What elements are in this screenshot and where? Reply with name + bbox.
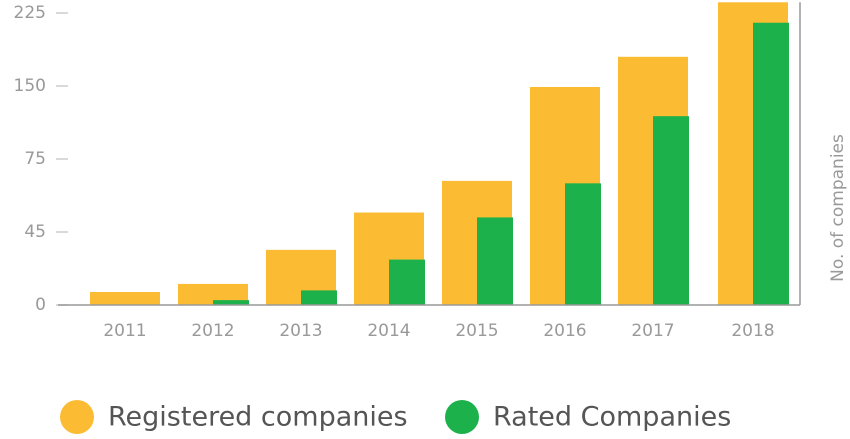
bar: [301, 290, 337, 305]
x-tick-label: 2012: [191, 321, 234, 341]
y-axis-label: No. of companies: [828, 134, 848, 282]
y-tick-label: 150: [14, 76, 46, 96]
bar: [653, 116, 689, 305]
bar: [90, 292, 160, 305]
x-tick-label: 2015: [455, 321, 498, 341]
y-tick-label: 45: [24, 222, 46, 242]
y-tick-label: 75: [24, 149, 46, 169]
legend-label: Registered companies: [108, 402, 408, 433]
y-tick-label: 225: [14, 3, 46, 23]
bar: [178, 283, 248, 305]
y-tick-label: 0: [35, 295, 46, 315]
x-tick-label: 2018: [731, 321, 774, 341]
bar: [389, 259, 425, 305]
bar: [213, 300, 249, 305]
bar: [477, 217, 513, 305]
legend-swatch: [445, 400, 479, 434]
legend-swatch: [60, 400, 94, 434]
legend-label: Rated Companies: [493, 402, 731, 433]
x-tick-label: 2017: [631, 321, 674, 341]
bar: [565, 183, 601, 305]
x-tick-label: 2013: [279, 321, 322, 341]
x-tick-label: 2014: [367, 321, 410, 341]
bar: [753, 22, 789, 305]
x-tick-label: 2011: [103, 321, 146, 341]
x-tick-label: 2016: [543, 321, 586, 341]
